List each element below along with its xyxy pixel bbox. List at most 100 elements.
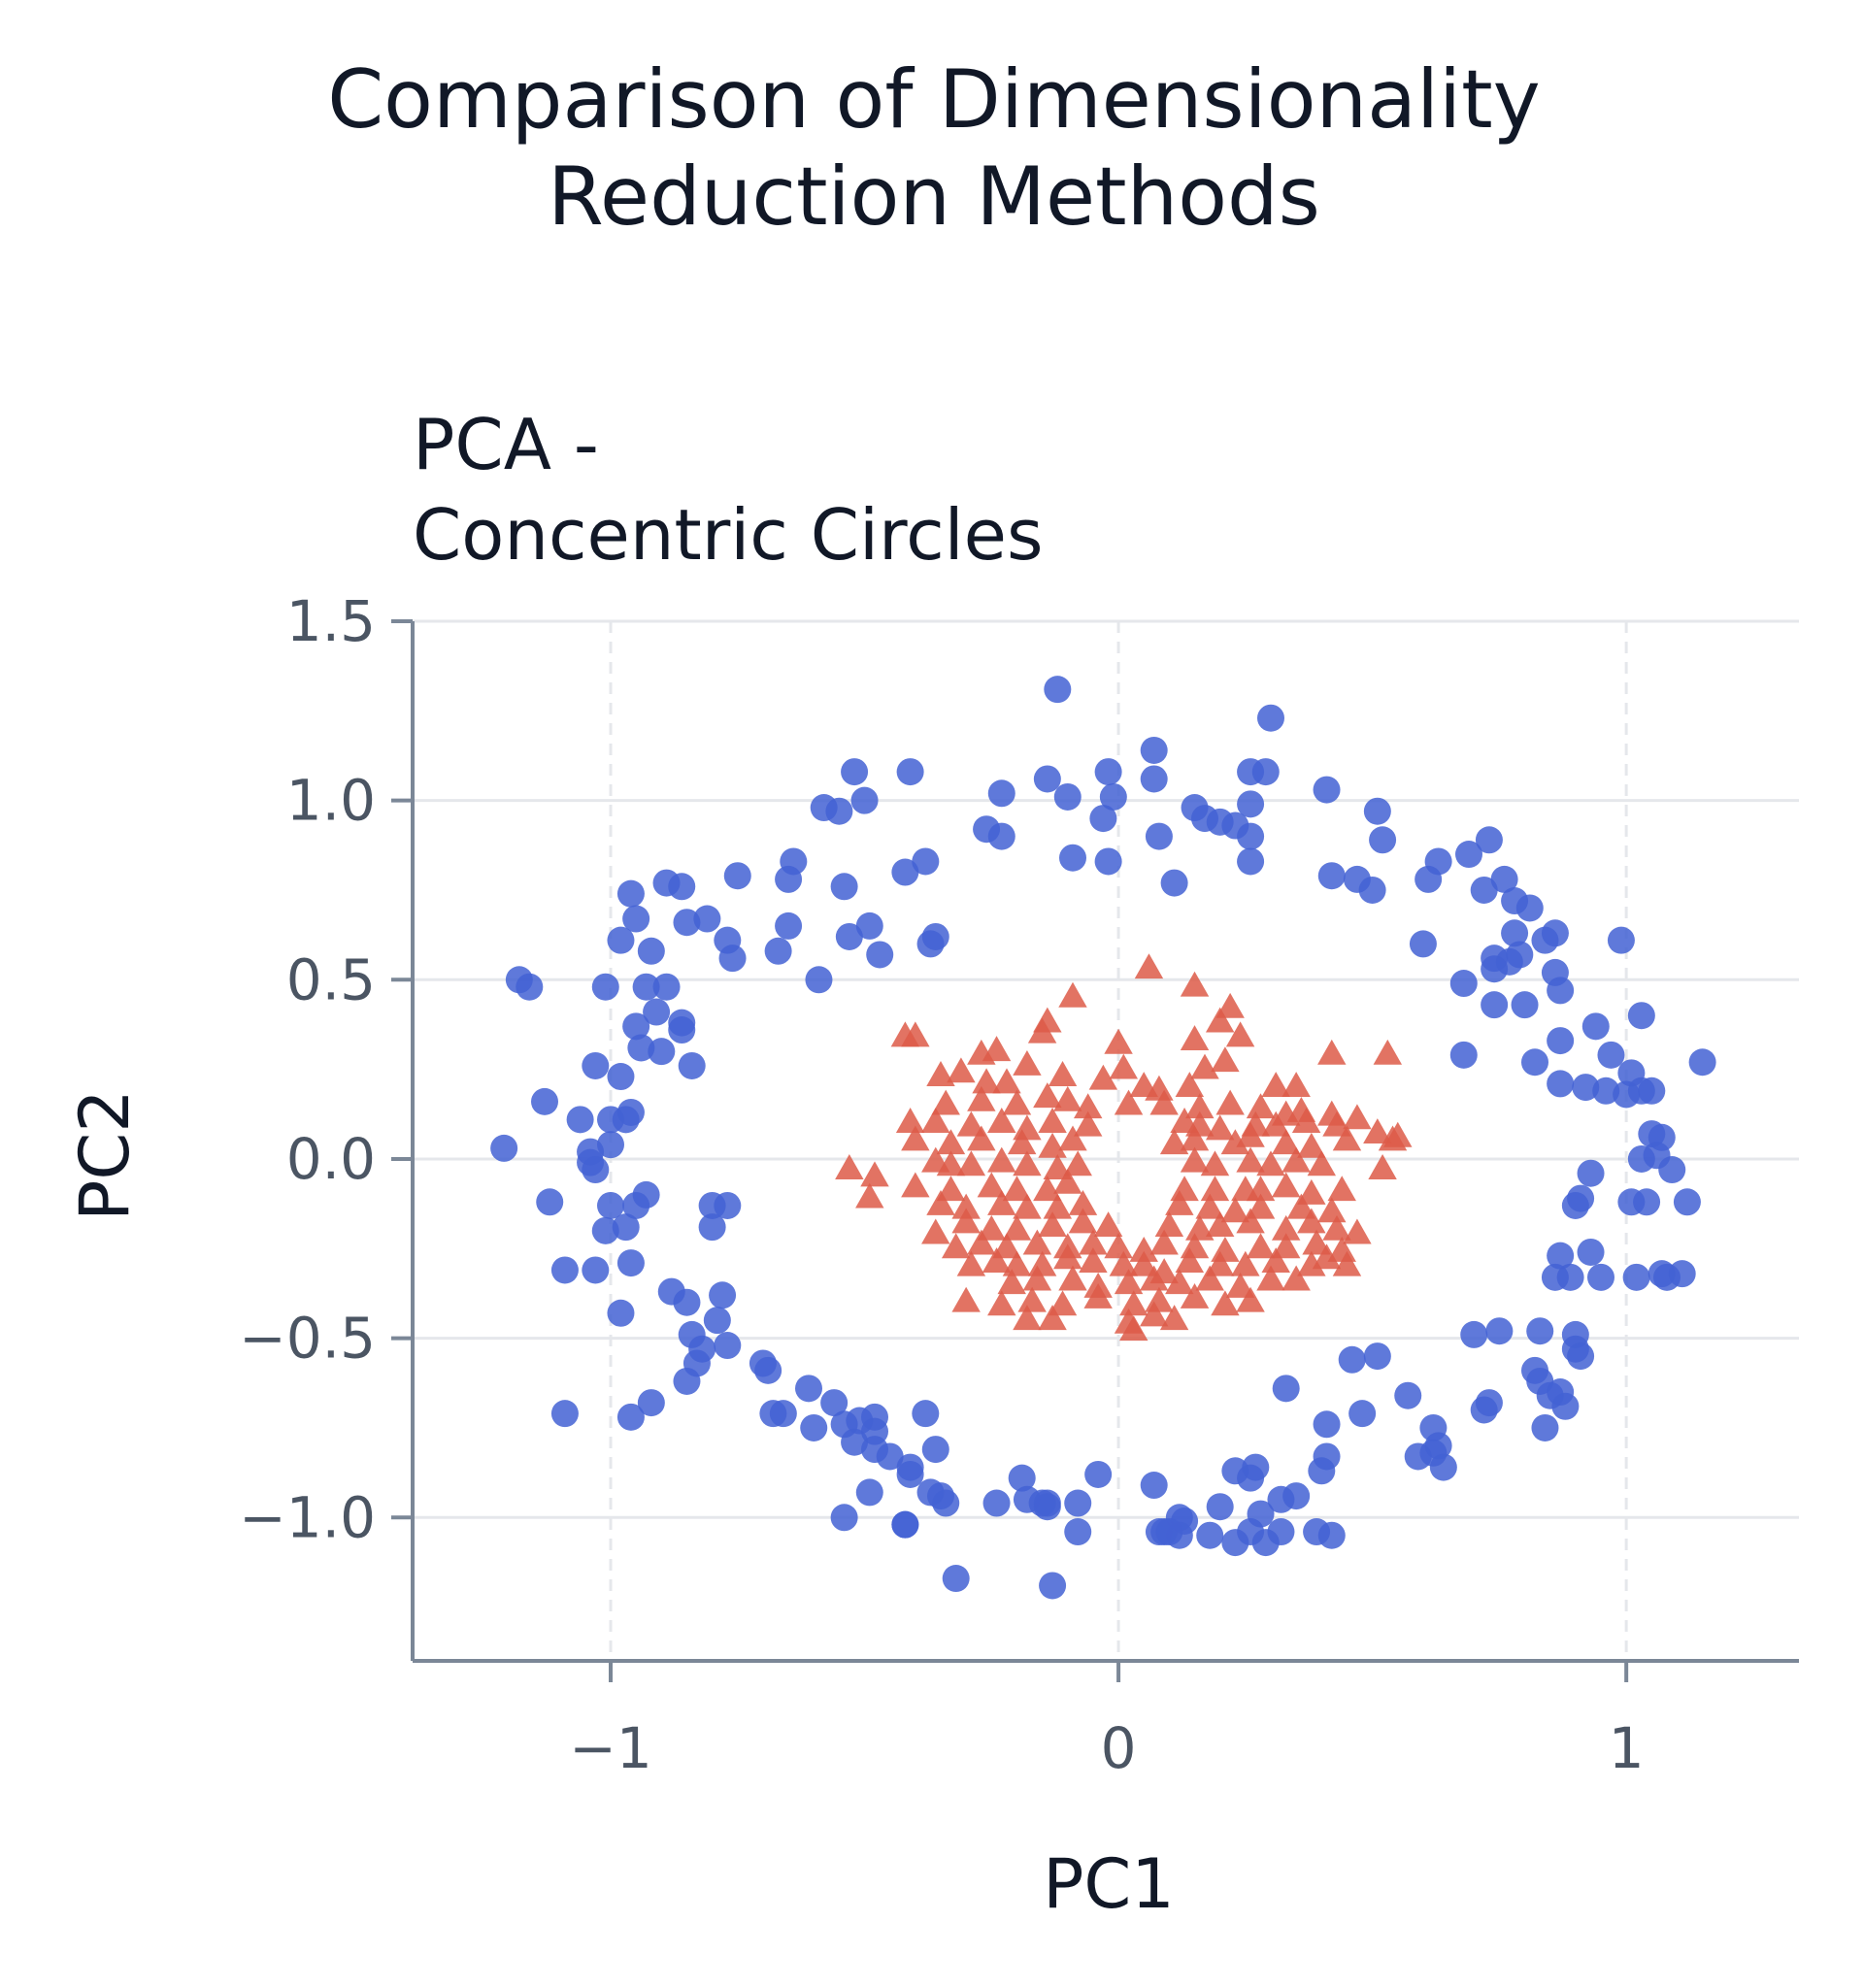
data-point-series-1	[866, 941, 894, 969]
data-point-series-1	[1033, 1493, 1061, 1521]
data-point-series-2	[1343, 1104, 1372, 1130]
y-tick-label: −1.0	[239, 1484, 376, 1550]
data-point-series-1	[643, 998, 671, 1026]
data-point-series-1	[1338, 1345, 1366, 1374]
data-point-series-1	[1531, 1413, 1559, 1441]
data-point-series-1	[1490, 865, 1518, 893]
data-point-series-1	[987, 779, 1015, 808]
data-point-series-1	[800, 1413, 828, 1441]
data-point-series-2	[1297, 1178, 1326, 1205]
data-point-series-1	[723, 862, 751, 890]
data-point-series-2	[1033, 1176, 1062, 1202]
data-point-series-2	[1079, 1247, 1108, 1273]
data-point-series-2	[1286, 1193, 1316, 1219]
data-point-series-1	[1237, 847, 1265, 876]
data-point-series-2	[1073, 1093, 1103, 1119]
data-point-series-1	[830, 1504, 858, 1532]
data-point-series-1	[982, 1489, 1011, 1517]
data-point-series-1	[693, 905, 721, 933]
data-point-series-1	[855, 911, 883, 940]
data-point-series-1	[775, 911, 803, 940]
data-point-series-2	[1225, 1272, 1255, 1298]
data-points	[490, 676, 1716, 1600]
data-point-series-1	[830, 873, 858, 901]
data-point-series-1	[916, 930, 945, 958]
data-point-series-2	[1022, 1229, 1052, 1255]
data-point-series-2	[1211, 1046, 1240, 1073]
data-point-series-1	[616, 1403, 645, 1431]
data-point-series-2	[941, 1233, 971, 1259]
data-point-series-2	[1200, 1150, 1230, 1176]
data-point-series-1	[1547, 1242, 1575, 1270]
data-point-series-2	[1373, 1039, 1403, 1065]
data-point-series-2	[951, 1208, 981, 1234]
data-point-series-1	[841, 758, 869, 786]
data-point-series-1	[1282, 1482, 1311, 1510]
data-point-series-2	[1073, 1110, 1103, 1137]
data-point-series-1	[1145, 822, 1173, 850]
data-point-series-1	[1272, 1375, 1300, 1403]
data-point-series-2	[1013, 1150, 1042, 1176]
data-point-series-2	[1048, 1061, 1078, 1086]
data-point-series-2	[1220, 1197, 1250, 1223]
data-point-series-1	[1572, 1074, 1600, 1102]
data-point-series-1	[550, 1256, 579, 1284]
data-point-series-2	[1322, 1110, 1351, 1137]
data-point-series-2	[1159, 1305, 1189, 1331]
data-point-series-1	[1449, 970, 1478, 998]
data-point-series-1	[855, 1478, 883, 1507]
data-point-series-2	[1256, 1265, 1285, 1291]
data-point-series-1	[921, 1436, 949, 1464]
y-tick-label: 0.0	[286, 1126, 376, 1192]
data-point-series-2	[1236, 1146, 1265, 1173]
x-tick-label: 1	[1609, 1715, 1645, 1781]
axes	[391, 619, 1799, 1682]
axes-title-line2: Concentric Circles	[413, 494, 1043, 576]
data-point-series-2	[1119, 1315, 1148, 1342]
data-point-series-1	[703, 1307, 731, 1335]
data-point-series-1	[1084, 1460, 1113, 1488]
data-point-series-1	[591, 973, 619, 1001]
data-point-series-1	[668, 873, 696, 901]
data-point-series-2	[1083, 1282, 1113, 1309]
data-point-series-2	[1038, 1211, 1067, 1238]
data-point-series-1	[1633, 1188, 1661, 1216]
data-point-series-2	[1322, 1214, 1351, 1241]
data-point-series-1	[637, 1389, 665, 1417]
data-point-series-2	[936, 1129, 966, 1155]
data-point-series-1	[616, 879, 645, 908]
data-point-series-1	[652, 973, 681, 1001]
data-point-series-1	[1140, 1472, 1168, 1500]
data-point-series-1	[612, 1213, 640, 1242]
data-point-series-2	[1225, 1021, 1255, 1047]
data-point-series-2	[1215, 992, 1245, 1018]
data-point-series-1	[754, 1356, 782, 1384]
data-point-series-2	[972, 1068, 1001, 1094]
data-point-series-1	[673, 909, 701, 937]
data-point-series-2	[1261, 1072, 1290, 1098]
data-point-series-2	[967, 1085, 996, 1111]
data-point-series-2	[1231, 1250, 1260, 1276]
data-point-series-2	[1139, 1265, 1169, 1291]
data-point-series-2	[1114, 1089, 1144, 1115]
data-point-series-2	[1068, 1189, 1098, 1215]
data-point-series-1	[1622, 1263, 1650, 1291]
data-point-series-1	[582, 1051, 610, 1079]
data-point-series-1	[876, 1442, 904, 1471]
data-point-series-2	[1053, 1168, 1082, 1194]
data-point-series-1	[607, 1063, 635, 1091]
data-point-series-1	[1449, 1041, 1478, 1069]
data-point-series-1	[987, 822, 1015, 850]
data-point-series-1	[820, 1389, 849, 1417]
data-point-series-2	[1327, 1176, 1356, 1202]
data-point-series-1	[1470, 876, 1498, 904]
data-point-series-1	[896, 1460, 924, 1488]
data-point-series-1	[490, 1134, 518, 1162]
data-point-series-2	[1043, 1154, 1073, 1179]
data-point-series-1	[607, 1299, 635, 1327]
data-point-series-1	[1369, 826, 1397, 854]
data-point-series-1	[1317, 862, 1346, 890]
x-axis-label: PC1	[1043, 1844, 1175, 1924]
data-point-series-1	[622, 1191, 650, 1219]
